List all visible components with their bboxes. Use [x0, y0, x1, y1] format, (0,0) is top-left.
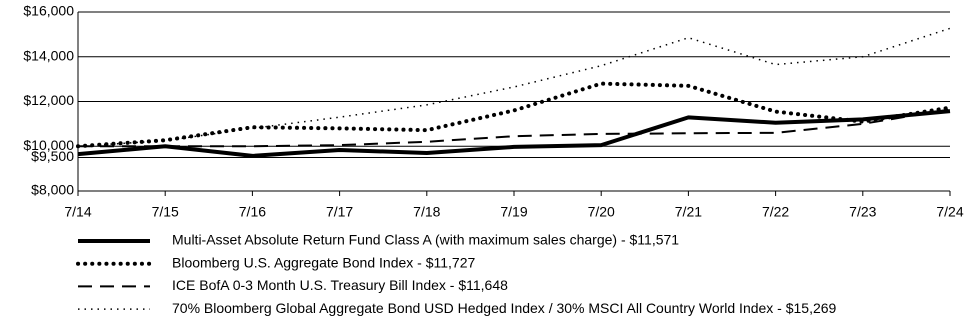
legend-label: Multi-Asset Absolute Return Fund Class A… — [172, 232, 679, 248]
legend-label: 70% Bloomberg Global Aggregate Bond USD … — [172, 300, 837, 316]
x-tick-label: 7/17 — [326, 204, 353, 220]
x-tick-label: 7/19 — [500, 204, 527, 220]
y-tick-label: $10,000 — [23, 137, 74, 153]
x-tick-label: 7/23 — [849, 204, 876, 220]
series-line — [77, 27, 951, 147]
y-tick-label: $12,000 — [23, 92, 74, 108]
series-line — [77, 109, 951, 158]
x-tick-label: 7/21 — [675, 204, 702, 220]
y-tick-label: $8,000 — [31, 182, 74, 198]
y-tick-label: $9,500 — [31, 148, 74, 164]
y-tick-label: $16,000 — [23, 3, 74, 19]
x-tick-label: 7/16 — [239, 204, 266, 220]
y-tick-label: $14,000 — [23, 47, 74, 63]
x-tick-label: 7/18 — [413, 204, 440, 220]
legend-label: Bloomberg U.S. Aggregate Bond Index - $1… — [172, 254, 475, 270]
x-tick-label: 7/22 — [762, 204, 789, 220]
x-tick-label: 7/15 — [152, 204, 179, 220]
x-tick-label: 7/14 — [64, 204, 91, 220]
legend-label: ICE BofA 0-3 Month U.S. Treasury Bill In… — [172, 277, 508, 293]
series-line — [76, 81, 952, 149]
series-line — [78, 108, 951, 148]
x-tick-label: 7/24 — [936, 204, 963, 220]
x-tick-label: 7/20 — [588, 204, 615, 220]
